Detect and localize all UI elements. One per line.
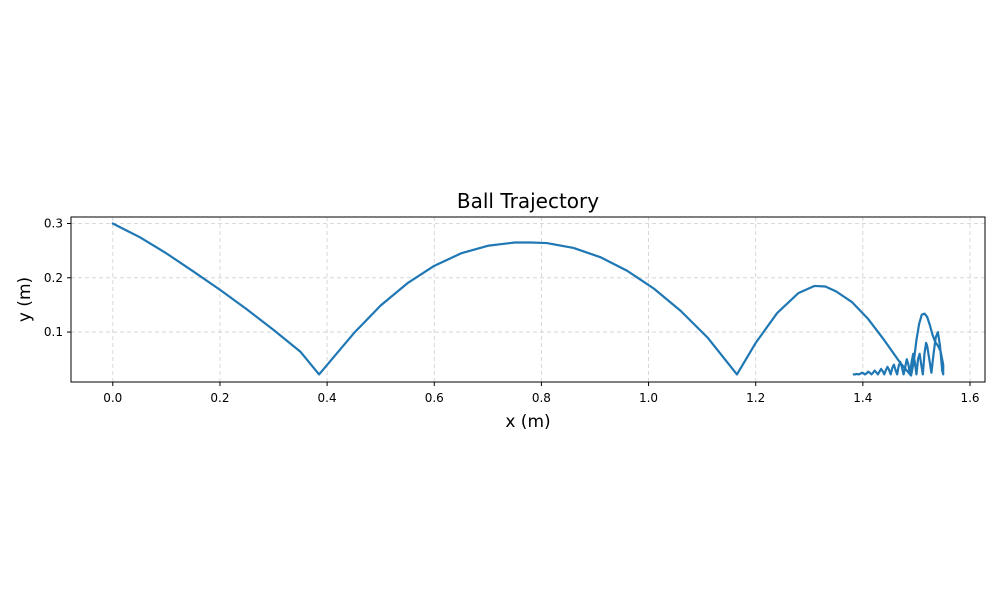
x-tick-label: 0.4 <box>318 391 337 405</box>
x-tick-label: 1.0 <box>639 391 658 405</box>
plot-frame <box>70 216 986 383</box>
y-tick-label: 0.1 <box>44 325 63 339</box>
x-tick-label: 1.6 <box>960 391 979 405</box>
x-tick-label: 0.0 <box>103 391 122 405</box>
grid <box>71 217 985 382</box>
x-tick-label: 1.2 <box>746 391 765 405</box>
x-axis-label: x (m) <box>505 412 550 432</box>
y-axis-label: y (m) <box>15 277 35 322</box>
x-axis: 0.0 0.2 0.4 0.6 0.8 1.0 1.2 1.4 1.6 <box>103 382 980 405</box>
y-axis: 0.1 0.2 0.3 <box>44 217 71 339</box>
x-tick-label: 0.6 <box>425 391 444 405</box>
y-tick-label: 0.2 <box>44 271 63 285</box>
chart-title: Ball Trajectory <box>457 189 599 213</box>
x-tick-label: 1.4 <box>853 391 872 405</box>
x-tick-label: 0.2 <box>210 391 229 405</box>
plot-area <box>111 222 945 377</box>
trajectory-line <box>111 222 945 377</box>
y-tick-label: 0.3 <box>44 217 63 231</box>
x-tick-label: 0.8 <box>532 391 551 405</box>
